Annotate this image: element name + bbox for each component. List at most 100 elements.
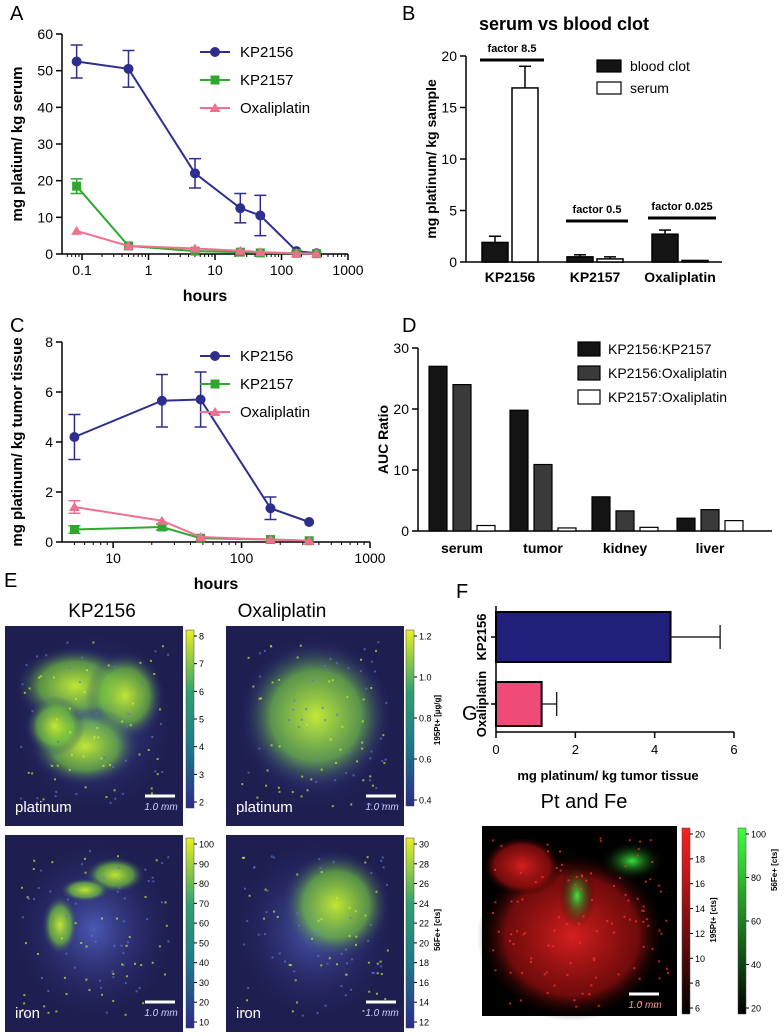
pixel-noise xyxy=(642,905,645,908)
pixel-noise xyxy=(371,784,374,787)
pixel-noise xyxy=(658,977,661,980)
scale-bar-label: 1.0 mm xyxy=(365,1008,398,1019)
pixel-noise xyxy=(152,880,155,883)
pixel-noise xyxy=(248,894,251,897)
pixel-noise xyxy=(147,748,150,751)
data-point xyxy=(311,248,323,258)
pixel-noise xyxy=(296,656,299,659)
data-point xyxy=(69,525,79,534)
pixel-noise xyxy=(135,990,138,993)
pixel-noise xyxy=(348,906,351,909)
pixel-noise xyxy=(51,861,54,864)
pixel-noise xyxy=(105,1011,108,1014)
pixel-noise xyxy=(57,740,60,743)
pixel-noise xyxy=(97,736,100,739)
pixel-noise xyxy=(100,917,103,920)
pixel-noise xyxy=(316,760,319,763)
pixel-noise xyxy=(336,963,339,966)
pixel-noise xyxy=(167,940,170,943)
pixel-noise xyxy=(263,917,266,920)
legend-label: KP2157 xyxy=(240,376,293,393)
pixel-noise xyxy=(292,708,295,711)
pixel-noise xyxy=(164,973,167,976)
pixel-noise xyxy=(379,960,382,963)
data-point xyxy=(69,432,80,442)
pixel-noise xyxy=(351,958,354,961)
y-tick-label: KP2156 xyxy=(474,614,489,661)
pixel-noise xyxy=(658,884,661,887)
pixel-noise xyxy=(164,901,167,904)
pixel-noise xyxy=(151,876,154,879)
bar-KP2156:Oxaliplatin xyxy=(700,509,720,532)
pixel-noise xyxy=(381,759,384,762)
pixel-noise xyxy=(644,880,647,883)
x-axis-label: hours xyxy=(194,576,239,593)
data-point xyxy=(122,240,134,250)
pixel-noise xyxy=(81,656,84,659)
pixel-noise xyxy=(636,897,639,900)
legend-marker xyxy=(210,379,220,389)
pixel-noise xyxy=(33,859,36,862)
pixel-noise xyxy=(278,745,281,748)
pixel-noise xyxy=(92,641,95,644)
colorbar-tick-label: 20 xyxy=(199,998,209,1008)
x-tick-label: 1000 xyxy=(354,550,385,566)
colorbar-tick-label: 6 xyxy=(199,687,204,697)
pixel-noise xyxy=(367,961,370,964)
pixel-noise xyxy=(82,755,85,758)
colorbar-tick-label: 70 xyxy=(199,899,209,909)
pixel-noise xyxy=(123,920,126,923)
pixel-noise xyxy=(28,687,31,690)
pixel-noise xyxy=(325,668,328,671)
bar-KP2157:Oxaliplatin xyxy=(724,520,744,532)
colorbar-tick-label: 20 xyxy=(419,938,429,948)
pixel-noise xyxy=(298,924,301,927)
pixel-noise xyxy=(117,855,120,858)
pixel-noise xyxy=(326,962,329,965)
data-point xyxy=(71,56,82,67)
pixel-noise xyxy=(86,669,89,672)
colorbar-tick-label: 0.6 xyxy=(419,755,432,765)
x-tick-label: 0.1 xyxy=(72,262,92,278)
pixel-noise xyxy=(263,933,266,936)
pixel-noise xyxy=(121,792,124,795)
pixel-noise xyxy=(359,670,362,673)
pixel-noise xyxy=(102,764,105,767)
pixel-noise xyxy=(339,748,342,751)
pixel-noise xyxy=(68,768,71,771)
data-point xyxy=(255,210,266,221)
legend-marker xyxy=(210,47,220,57)
pixel-noise xyxy=(642,920,645,923)
pixel-noise xyxy=(155,859,158,862)
scale-bar-label: 1.0 mm xyxy=(144,802,177,813)
pixel-noise xyxy=(619,876,622,879)
pixel-noise xyxy=(553,929,556,932)
legend-swatch xyxy=(577,389,601,405)
y-tick-label: 20 xyxy=(37,173,53,189)
pixel-noise xyxy=(69,666,72,669)
map-label: iron xyxy=(236,1005,261,1022)
legend-label: KP2157 xyxy=(240,72,293,89)
pixel-noise xyxy=(516,900,519,903)
pixel-noise xyxy=(40,976,43,979)
colorbar xyxy=(405,629,415,807)
pixel-noise xyxy=(311,937,314,940)
colorbar-tick-label: 22 xyxy=(419,919,429,929)
pixel-noise xyxy=(144,895,147,898)
pixel-noise xyxy=(291,791,294,794)
pixel-noise xyxy=(90,934,93,937)
pixel-noise xyxy=(312,679,315,682)
pixel-noise xyxy=(20,797,23,800)
pixel-noise xyxy=(120,944,123,947)
bar-KP2156 xyxy=(495,611,672,663)
pixel-noise xyxy=(361,720,364,723)
colorbar-tick-label: 80 xyxy=(199,879,209,889)
pixel-noise xyxy=(301,775,304,778)
colorbar-tick-label: 90 xyxy=(199,859,209,869)
colorbar-tick-label: 80 xyxy=(751,873,761,883)
pixel-noise xyxy=(47,1011,50,1014)
bar-KP2156:KP2157 xyxy=(591,496,611,532)
series-line-KP2156 xyxy=(76,60,317,255)
pixel-noise xyxy=(278,952,281,955)
pixel-noise xyxy=(370,686,373,689)
